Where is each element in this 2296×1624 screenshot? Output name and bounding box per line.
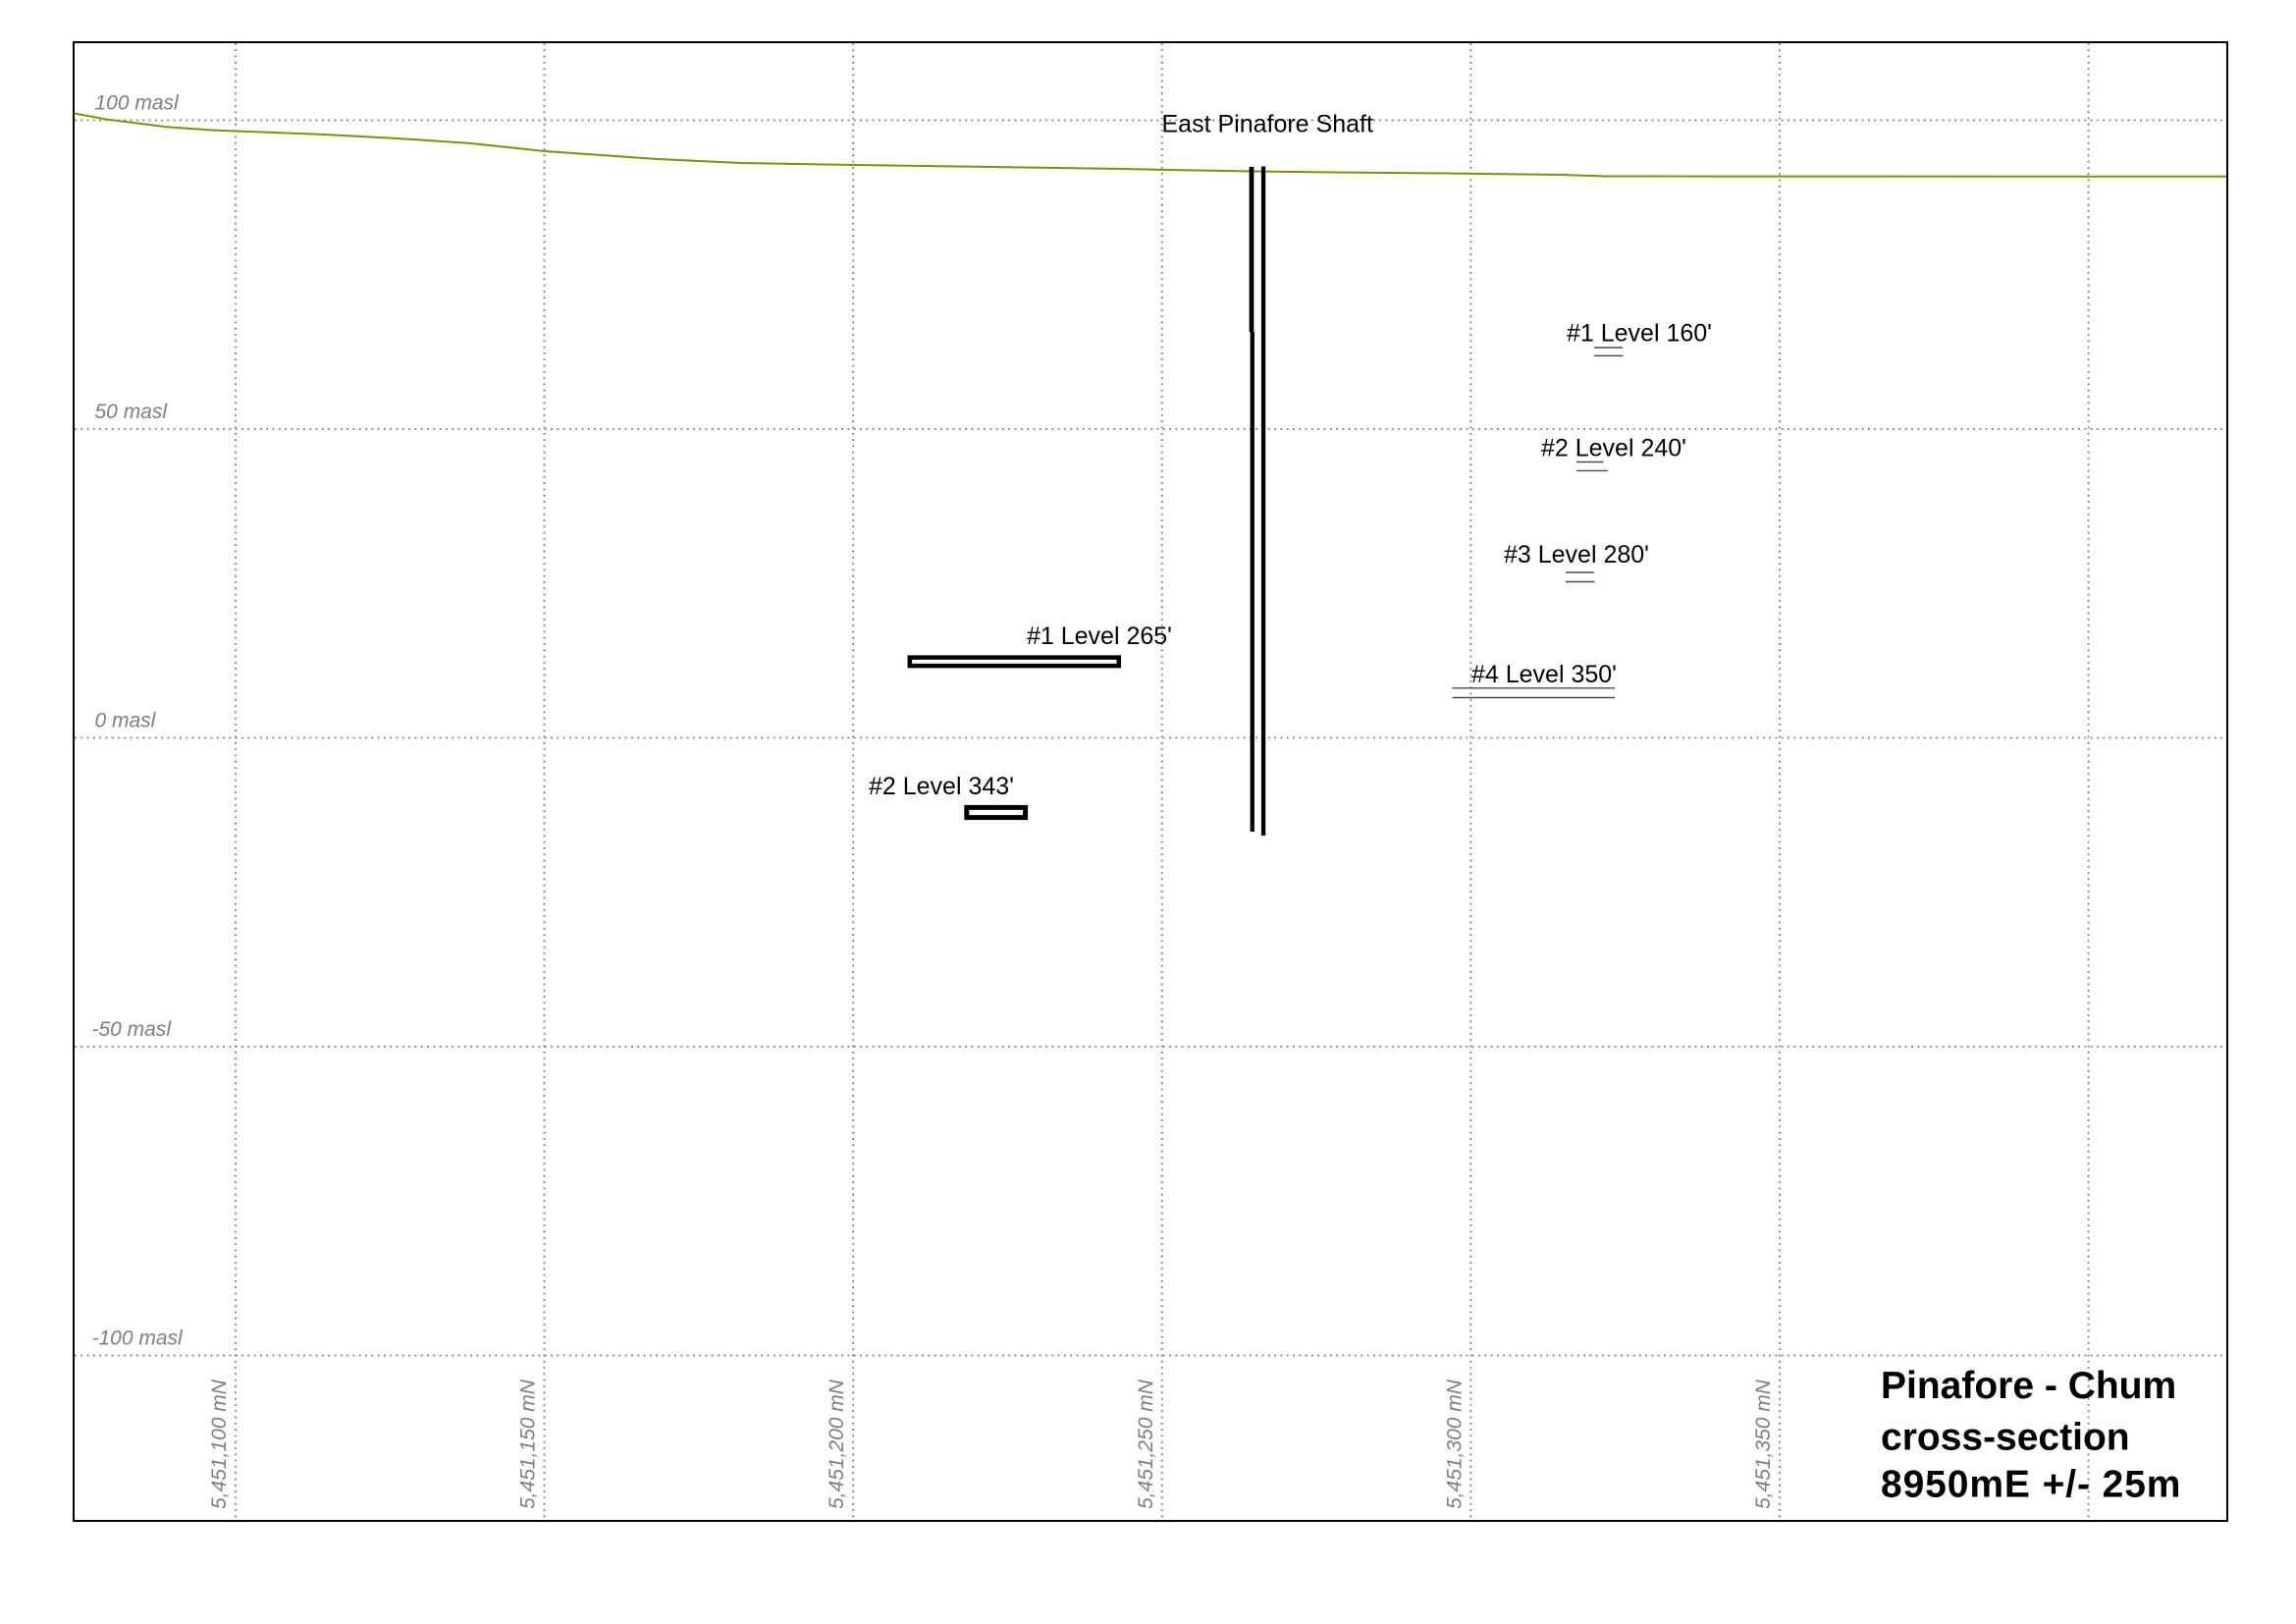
svg-text:100 masl: 100 masl — [95, 92, 181, 115]
svg-text:50 masl: 50 masl — [95, 401, 169, 423]
svg-text:#1 Level 160': #1 Level 160' — [1567, 320, 1712, 348]
svg-text:5,451,200 mN: 5,451,200 mN — [826, 1379, 848, 1509]
svg-text:#4 Level 350': #4 Level 350' — [1471, 661, 1617, 688]
svg-text:5,451,150 mN: 5,451,150 mN — [517, 1379, 540, 1509]
svg-text:#3 Level 280': #3 Level 280' — [1504, 541, 1649, 568]
svg-text:cross-section: cross-section — [1881, 1417, 2130, 1459]
svg-text:#2 Level 240': #2 Level 240' — [1541, 435, 1686, 462]
svg-text:5,451,300 mN: 5,451,300 mN — [1443, 1379, 1466, 1509]
svg-text:8950mE +/- 25m: 8950mE +/- 25m — [1881, 1464, 2181, 1506]
svg-text:#1 Level 265': #1 Level 265' — [1027, 623, 1172, 650]
svg-text:Pinafore - Chum: Pinafore - Chum — [1881, 1365, 2176, 1407]
svg-text:5,451,100 mN: 5,451,100 mN — [208, 1379, 231, 1509]
svg-text:5,451,350 mN: 5,451,350 mN — [1752, 1379, 1775, 1509]
svg-text:-100 masl: -100 masl — [92, 1327, 185, 1350]
svg-text:-50 masl: -50 masl — [92, 1018, 173, 1041]
svg-text:#2 Level 343': #2 Level 343' — [869, 773, 1014, 800]
svg-text:0 masl: 0 masl — [95, 710, 157, 732]
svg-text:East Pinafore Shaft: East Pinafore Shaft — [1162, 111, 1373, 138]
svg-text:5,451,250 mN: 5,451,250 mN — [1135, 1379, 1157, 1509]
